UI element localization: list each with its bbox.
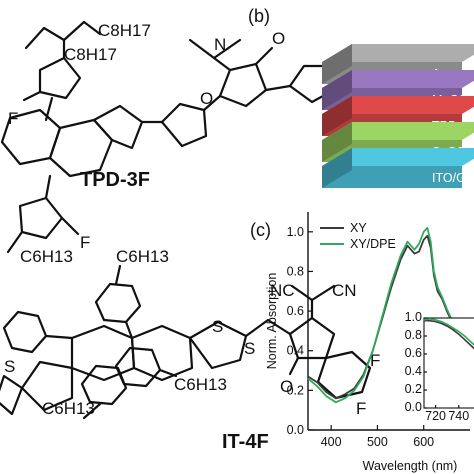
core-thiophene-left xyxy=(20,360,74,412)
layer-side-face xyxy=(322,70,352,110)
legend-label: XY/DPE xyxy=(350,237,396,251)
inset-y-tick-label: 0.2 xyxy=(405,382,422,396)
bottom-link xyxy=(44,174,52,200)
f-bond-top xyxy=(22,90,42,102)
bottom-right-hexyl-bond xyxy=(158,368,178,378)
x-tick-label: 400 xyxy=(321,435,342,449)
inset-x-tick-label: 720 xyxy=(425,409,446,423)
y-tick-label: 0.6 xyxy=(287,304,304,318)
core-hexagon-2 xyxy=(130,324,194,382)
spacer-bond-3 xyxy=(264,84,292,92)
layer-top-face xyxy=(322,96,474,114)
x-tick-label: 500 xyxy=(367,435,388,449)
tpd-3f-structure: F F N O O n C8H17 C8H17 C6H13 TPD-3F xyxy=(0,20,353,266)
panel-c-label: (c) xyxy=(250,220,271,240)
layer-side-face xyxy=(322,148,352,188)
left-phenyl-link xyxy=(44,334,74,340)
atom-label-f3: F xyxy=(370,351,380,370)
inset-series-line xyxy=(424,319,474,350)
top-thiophene-ring xyxy=(38,56,82,100)
atom-label-s1: S xyxy=(212,317,223,336)
inset-y-tick-label: 0.8 xyxy=(405,328,422,342)
atom-label-f2: F xyxy=(80,233,90,252)
spacer-bond-2 xyxy=(202,94,222,112)
top-phenyl-ring xyxy=(94,282,142,324)
panel-b-label: (b) xyxy=(248,6,270,26)
y-tick-label: 0.4 xyxy=(287,344,304,358)
absorption-chart: 0.0 0.2 0.4 0.6 0.8 1.0 400 500 600 Wavelength (n… xyxy=(265,212,474,473)
layer-top-face xyxy=(322,148,474,166)
acceptor-side-chain-1: C6H13 xyxy=(116,247,169,266)
atom-label-f4: F xyxy=(356,399,366,418)
acceptor-side-chain-2: C6H13 xyxy=(174,375,227,394)
acceptor-side-chain-3: C6H13 xyxy=(42,399,95,418)
tpd-carbonyl-bond-2 xyxy=(212,56,232,72)
top-hexyl-bond xyxy=(114,264,122,286)
layer-top-face xyxy=(322,122,474,140)
atom-label-o1: O xyxy=(272,29,285,48)
atom-label-n: N xyxy=(214,35,226,54)
it-4f-structure: C6H13 C6H13 C6H13 NC CN O F F S S S IT-4… xyxy=(0,247,380,453)
atom-label-o-acceptor: O xyxy=(280,377,293,396)
bdt-thiophene xyxy=(92,104,144,150)
layer-front-face xyxy=(322,166,462,188)
atom-label-nc: NC xyxy=(270,281,295,300)
atom-label-s3: S xyxy=(4,357,15,376)
y-tick-label: 0.2 xyxy=(287,383,304,397)
bottom-thiophene-ring xyxy=(18,196,64,240)
spacer-thiophene-1 xyxy=(160,102,208,148)
inset-y-tick-label: 0.6 xyxy=(405,346,422,360)
core-thiophene-right xyxy=(188,320,248,370)
layer-side-face xyxy=(322,44,352,84)
x-axis-title: Wavelength (nm) xyxy=(363,459,458,473)
tpd-3f-name: TPD-3F xyxy=(80,169,150,191)
bottom-chain-bond xyxy=(6,230,24,254)
inset-y-tick-label: 1.0 xyxy=(405,310,422,324)
bottom-phenyl-left xyxy=(80,364,128,406)
tpd-carbonyl-bond-1 xyxy=(254,46,274,66)
inset-frame xyxy=(423,317,474,409)
inset-x-tick-label: 740 xyxy=(448,409,469,423)
atom-label-o2: O xyxy=(200,89,213,108)
bottom-left-hexyl-bond xyxy=(82,402,102,420)
inset-y-tick-label: 0.4 xyxy=(405,364,422,378)
device-stack: AgMoO3TPD-3FSnO2ITO/Glass xyxy=(322,44,474,188)
y-tick-label: 1.0 xyxy=(287,225,304,239)
series-line xyxy=(307,226,471,404)
top-phenyl-link xyxy=(124,320,134,340)
x-tick-label: 600 xyxy=(413,435,434,449)
end-carbonyl-bond xyxy=(288,356,300,376)
left-phenyl-ring xyxy=(2,310,48,354)
y-tick-label: 0.8 xyxy=(287,264,304,278)
atom-label-s2: S xyxy=(244,339,255,358)
layer-side-face xyxy=(322,122,352,162)
y-axis-title: Norm. Absorption xyxy=(265,273,279,370)
side-chain-label-1: C8H17 xyxy=(98,21,151,40)
f-bond-bottom xyxy=(60,216,80,236)
layer-top-face xyxy=(322,44,474,62)
side-chain-label-2: C8H17 xyxy=(64,45,117,64)
nitrile-bond-left xyxy=(290,284,314,302)
nitrile-bond-right xyxy=(310,284,336,302)
inset-y-tick-label: 0.0 xyxy=(405,400,422,414)
atom-label-f1: F xyxy=(8,109,18,128)
y-tick-label: 0.0 xyxy=(287,423,304,437)
imide-ring xyxy=(188,38,242,60)
methine-bridge xyxy=(244,318,292,338)
side-chain-label-3: C6H13 xyxy=(20,247,73,266)
layer-side-face xyxy=(322,96,352,136)
inset-series-line xyxy=(423,318,474,346)
legend-label: XY xyxy=(350,221,367,235)
atom-label-cn: CN xyxy=(332,281,357,300)
layer-top-face xyxy=(322,70,474,88)
tpd-core-ring xyxy=(218,62,268,108)
layer-label: ITO/Glass xyxy=(432,171,474,185)
it-4f-name: IT-4F xyxy=(222,431,269,453)
left-thieno-end xyxy=(0,374,24,416)
